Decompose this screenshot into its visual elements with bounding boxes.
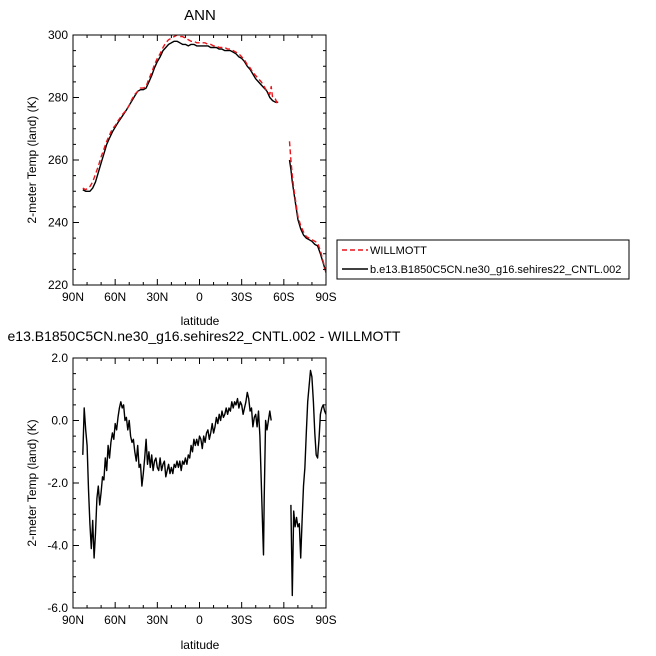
bot-x-tick-label: 0 [196, 613, 203, 627]
bot-frame [72, 357, 327, 609]
temperature-panel: ANN 90N 60N 30N 0 30S 60S 90S 220 240 260 280 300 l… [25, 7, 337, 328]
top-y-tick-label: 260 [48, 153, 68, 167]
top-y-tick-label: 220 [48, 278, 68, 292]
top-x-tick-label: 0 [196, 290, 203, 304]
y-axis-label-difference: 2-meter Temp (land) (K) [25, 419, 39, 546]
top-x-tick-label: 30S [231, 290, 252, 304]
bot-y-tick-label: -6.0 [47, 601, 68, 615]
top-x-tick-label: 90S [315, 290, 336, 304]
bot-x-tick-label: 30S [231, 613, 252, 627]
x-axis-label-difference: latitude [181, 638, 220, 652]
bot-y-tick-label: 2.0 [51, 351, 68, 365]
x-axis-label: latitude [181, 314, 220, 328]
legend-label-willmott: WILLMOTT [370, 245, 427, 257]
bot-x-tick-label: 90N [62, 613, 84, 627]
top-series-line [288, 141, 326, 273]
bot-series-line [82, 391, 272, 559]
top-y-tick-label: 240 [48, 216, 68, 230]
top-series-line [82, 40, 279, 192]
bot-x-tick-label: 60N [104, 613, 126, 627]
top-x-tick-label: 90N [62, 290, 84, 304]
legend-box [336, 239, 630, 280]
top-y-tick-label: 280 [48, 91, 68, 105]
top-x-tick-label: 60S [273, 290, 294, 304]
bot-x-tick-label: 90S [315, 613, 336, 627]
top-x-tick-label: 30N [146, 290, 168, 304]
y-axis-label: 2-meter Temp (land) (K) [25, 96, 39, 223]
bot-series-line [290, 369, 326, 597]
top-series-group [82, 35, 326, 273]
difference-plot-area: 90N 60N 30N 0 30S 60S 90S -6.0 -4.0 -2.0 0.0 2.0 [47, 351, 336, 627]
top-series-line [288, 159, 326, 273]
bot-y-tick-label: -4.0 [47, 539, 68, 553]
top-frame [72, 34, 327, 286]
legend: WILLMOTT b.e13.B1850C5CN.ne30_g16.sehire… [336, 239, 630, 280]
bot-x-tick-label: 30N [146, 613, 168, 627]
top-x-tick-label: 60N [104, 290, 126, 304]
difference-panel: e13.B1850C5CN.ne30_g16.sehires22_CNTL.00… [8, 328, 401, 652]
chart-title: ANN [184, 7, 216, 24]
legend-label-model: b.e13.B1850C5CN.ne30_g16.sehires22_CNTL.… [370, 264, 621, 276]
top-series-line [82, 35, 279, 191]
bot-x-tick-label: 60S [273, 613, 294, 627]
bot-y-tick-label: 0.0 [51, 414, 68, 428]
bot-series-group [82, 369, 326, 597]
chart-title-difference: e13.B1850C5CN.ne30_g16.sehires22_CNTL.00… [8, 328, 401, 344]
temperature-plot-area: 90N 60N 30N 0 30S 60S 90S 220 240 260 280 300 [48, 28, 337, 304]
top-y-tick-label: 300 [48, 28, 68, 42]
bot-y-tick-label: -2.0 [47, 476, 68, 490]
